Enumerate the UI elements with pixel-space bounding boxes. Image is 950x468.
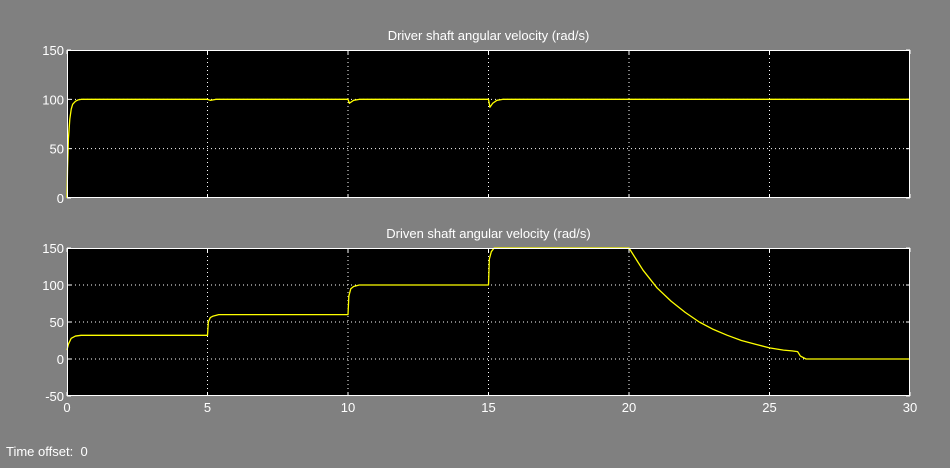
driven-ytick-label: 150	[42, 241, 64, 256]
driven-trace-0	[66, 247, 910, 360]
driven-ytick-label: 100	[42, 278, 64, 293]
driven-xtick-label: 25	[762, 400, 776, 415]
driver-ytick-label: 150	[42, 43, 64, 58]
time-offset-value: 0	[80, 444, 88, 459]
driver-axes-border	[67, 50, 910, 198]
time-offset-label: Time offset:	[6, 444, 74, 459]
driven-ytick-label: 50	[50, 315, 64, 330]
driver-trace-0	[66, 98, 910, 199]
driven-xtick-label: 5	[204, 400, 211, 415]
driver-ytick-label: 0	[57, 191, 64, 206]
time-offset-readout: Time offset: 0	[6, 444, 88, 459]
driver-ytick-label: 50	[50, 142, 64, 157]
driver-plot-title: Driver shaft angular velocity (rad/s)	[388, 28, 590, 43]
driver-axes-area	[67, 50, 910, 198]
driven-axes-border	[67, 248, 910, 396]
driven-xtick-label: 20	[622, 400, 636, 415]
driven-xtick-label: 15	[481, 400, 495, 415]
driven-xtick-label: 30	[903, 400, 917, 415]
driven-xtick-label: 10	[341, 400, 355, 415]
driven-velocity-plot: Driven shaft angular velocity (rad/s) -50…	[42, 226, 917, 415]
driven-ytick-label: 0	[57, 352, 64, 367]
driven-xtick-label: 0	[63, 400, 70, 415]
driven-plot-title: Driven shaft angular velocity (rad/s)	[386, 226, 590, 241]
driver-velocity-plot: Driver shaft angular velocity (rad/s) 0 50…	[42, 28, 911, 206]
driver-ytick-label: 100	[42, 92, 64, 107]
driven-ytick-label: -50	[45, 389, 64, 404]
